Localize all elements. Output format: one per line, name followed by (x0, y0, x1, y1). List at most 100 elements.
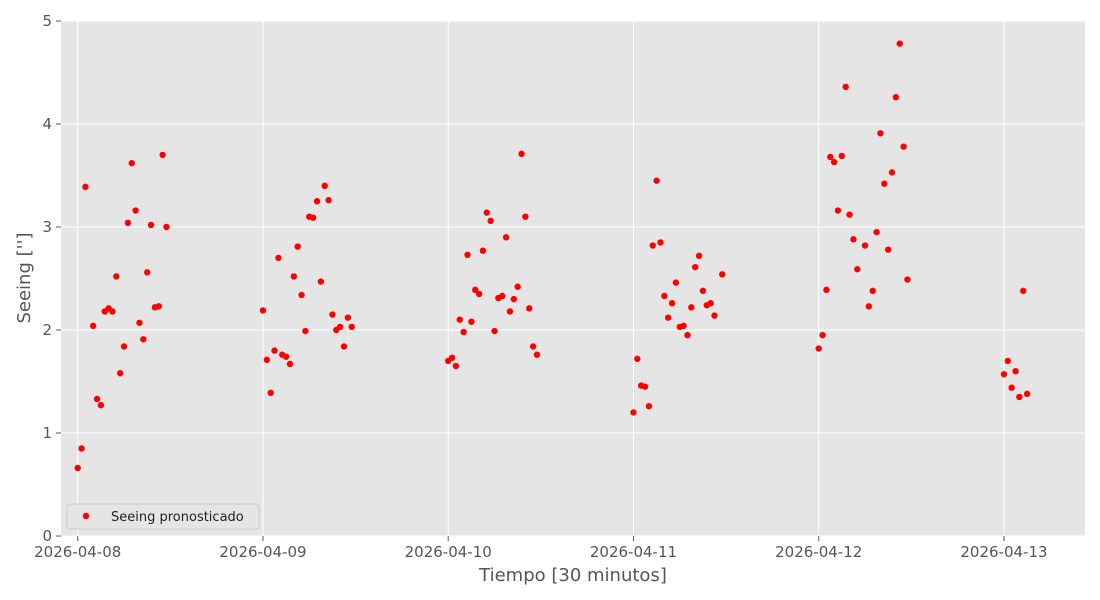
data-point (896, 40, 903, 47)
y-axis-label: Seeing [''] (14, 232, 35, 323)
data-point (827, 153, 834, 161)
y-tick-label: 5 (42, 12, 52, 30)
data-point (155, 303, 162, 310)
data-point (854, 266, 861, 273)
data-point (672, 279, 680, 286)
data-point (900, 143, 907, 150)
data-point (128, 159, 135, 167)
legend: Seeing pronosticado (66, 503, 260, 530)
data-point (140, 336, 147, 343)
data-point (719, 271, 726, 278)
data-point (823, 286, 830, 294)
data-point (78, 445, 85, 452)
data-point (452, 362, 460, 370)
data-point (846, 211, 853, 218)
data-point (348, 323, 355, 331)
data-point (82, 183, 89, 191)
data-point (464, 251, 471, 259)
data-point (680, 322, 687, 330)
data-point (120, 343, 128, 350)
data-point (711, 312, 718, 319)
data-point (688, 304, 695, 311)
data-point (695, 252, 703, 260)
legend-box (66, 503, 260, 530)
data-point (529, 343, 537, 350)
data-point (641, 383, 649, 390)
data-point (298, 291, 305, 299)
y-tick-label: 3 (42, 218, 52, 236)
data-point (884, 246, 892, 253)
data-point (286, 360, 294, 368)
data-point (263, 356, 271, 364)
data-point (865, 303, 873, 310)
data-point (475, 290, 483, 298)
data-point (830, 158, 838, 166)
data-point (329, 311, 336, 318)
data-point (850, 236, 857, 243)
x-tick-label: 2026-04-13 (960, 543, 1047, 561)
data-point (132, 207, 139, 214)
data-point (483, 209, 491, 216)
y-tick-label: 4 (42, 115, 52, 133)
data-point (657, 239, 664, 246)
data-point (456, 316, 463, 323)
data-point (881, 180, 888, 187)
data-point (267, 389, 274, 397)
data-point (1012, 368, 1019, 375)
data-point (1016, 393, 1023, 401)
data-point (294, 243, 301, 250)
data-point (518, 150, 525, 158)
x-tick-label: 2026-04-12 (775, 543, 862, 561)
data-point (819, 331, 826, 339)
data-point (1000, 371, 1008, 378)
data-point (74, 464, 81, 472)
data-point (869, 287, 876, 295)
data-point (109, 308, 116, 315)
x-axis-label: Tiempo [30 minutos] (478, 565, 667, 586)
data-point (499, 292, 506, 300)
data-point (533, 351, 541, 358)
data-point (630, 409, 637, 416)
x-tick-label: 2026-04-10 (405, 543, 492, 561)
data-point (460, 328, 467, 336)
x-tick-label: 2026-04-11 (590, 543, 677, 561)
data-point (468, 318, 475, 325)
data-point (861, 242, 869, 249)
data-point (97, 401, 105, 409)
data-point (873, 228, 880, 236)
data-point (502, 234, 510, 241)
data-point (699, 287, 707, 295)
data-point (275, 254, 282, 262)
data-point (124, 219, 132, 227)
grid (61, 20, 1085, 537)
data-point (514, 283, 521, 290)
data-point (344, 314, 352, 321)
data-point (842, 83, 849, 91)
data-point (302, 327, 309, 335)
data-point (645, 403, 653, 410)
data-point (321, 182, 328, 189)
x-tick-label: 2026-04-08 (34, 543, 121, 561)
data-point (668, 300, 676, 307)
data-point (479, 247, 487, 254)
data-point (834, 207, 842, 214)
data-point (325, 197, 332, 204)
data-point (290, 273, 298, 280)
data-point (113, 273, 120, 280)
data-point (143, 269, 151, 276)
data-point (664, 314, 672, 321)
data-point (506, 308, 514, 315)
data-point (336, 323, 344, 331)
data-point (634, 355, 641, 363)
x-tick-label: 2026-04-09 (219, 543, 306, 561)
data-point (877, 130, 884, 137)
data-point (707, 300, 714, 307)
data-point (159, 151, 166, 159)
data-point (340, 343, 348, 350)
legend-marker (82, 512, 90, 520)
data-point (259, 307, 267, 314)
data-point (815, 345, 822, 352)
data-point (838, 152, 846, 160)
data-points (74, 40, 1031, 472)
data-point (522, 213, 529, 220)
